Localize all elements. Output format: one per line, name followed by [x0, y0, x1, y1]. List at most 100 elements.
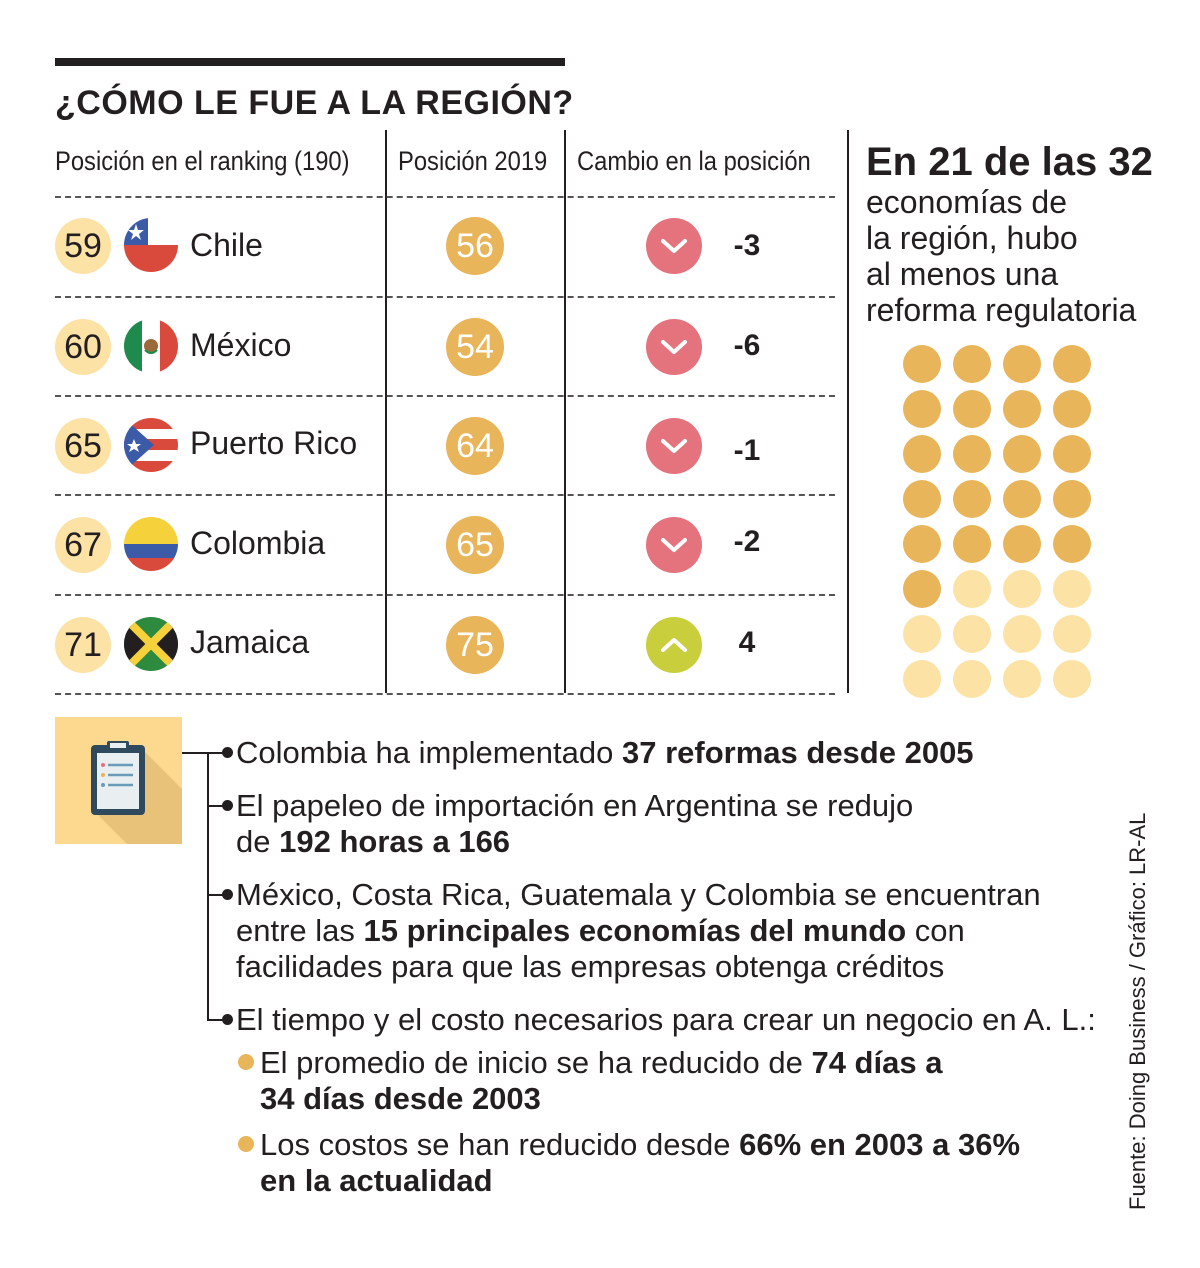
arrow-down-icon: [646, 218, 702, 274]
economy-dot-reformed: [953, 390, 991, 428]
bullet-text: El tiempo y el costo necesarios para cre…: [236, 1002, 1096, 1037]
economy-dot: [1053, 615, 1091, 653]
change-value: 4: [738, 626, 756, 659]
economy-dot-reformed: [1003, 480, 1041, 518]
bullet-text: con: [906, 913, 965, 948]
source-credit: Fuente: Doing Business / Gráfico: LR-AL: [1125, 812, 1150, 1210]
row-divider: [55, 196, 835, 198]
connector-line: [207, 805, 227, 807]
position-2019-badge: 65: [446, 516, 504, 574]
economy-dot-reformed: [1053, 435, 1091, 473]
economy-dot-reformed: [903, 345, 941, 383]
change-value: -3: [733, 229, 761, 262]
connector-line: [207, 752, 227, 754]
economy-dot: [1003, 615, 1041, 653]
economy-dot-reformed: [903, 480, 941, 518]
rank-badge: 71: [55, 617, 111, 673]
arrow-down-icon: [646, 517, 702, 573]
bullet-bold: 34 días desde 2003: [260, 1081, 541, 1116]
arrow-up-icon: [646, 617, 702, 673]
highlight-line: reforma regulatoria: [866, 292, 1137, 328]
economy-dot-reformed: [903, 435, 941, 473]
column-header-ranking: Posición en el ranking (190): [55, 146, 350, 176]
colombia-flag-icon: [124, 517, 178, 571]
economy-dot-reformed: [953, 525, 991, 563]
change-value: -6: [733, 329, 761, 362]
economy-dot-reformed: [953, 435, 991, 473]
arrow-down-icon: [646, 418, 702, 474]
bullet-text: México, Costa Rica, Guatemala y Colombia…: [236, 877, 1041, 912]
row-divider: [55, 693, 835, 695]
column-header-change: Cambio en la posición: [577, 146, 811, 176]
position-2019-badge: 75: [446, 616, 504, 674]
title-rule: [55, 58, 565, 66]
economy-dot: [1053, 660, 1091, 698]
bullet-dot: [222, 800, 233, 811]
connector-line: [207, 1019, 227, 1021]
row-divider: [55, 395, 835, 397]
arrow-down-icon: [646, 319, 702, 375]
rank-badge: 60: [55, 319, 111, 375]
table-row: 71 Jamaica 75 4: [0, 595, 840, 695]
bullet-text: facilidades para que las empresas obteng…: [236, 949, 945, 984]
economy-dot-reformed: [903, 390, 941, 428]
economy-dot: [953, 570, 991, 608]
bullet-item: El tiempo y el costo necesarios para cre…: [236, 1002, 1096, 1038]
position-2019-badge: 56: [446, 217, 504, 275]
column-divider: [847, 130, 849, 693]
economy-dot: [1053, 570, 1091, 608]
row-divider: [55, 296, 835, 298]
change-value: -1: [733, 434, 761, 467]
bullet-bold: 66% en 2003 a 36%: [739, 1127, 1021, 1162]
page-title: ¿CÓMO LE FUE A LA REGIÓN?: [55, 84, 574, 122]
economy-dot: [953, 615, 991, 653]
highlight-panel: En 21 de las 32 economías de la región, …: [866, 140, 1166, 328]
puerto-rico-flag-icon: [124, 418, 178, 472]
bullet-item: Colombia ha implementado 37 reformas des…: [236, 735, 974, 771]
connector-line: [207, 752, 209, 1020]
bullet-bold: 15 principales economías del mundo: [363, 913, 907, 948]
bullet-text: El papeleo de importación en Argentina s…: [236, 788, 914, 823]
connector-line: [182, 752, 208, 754]
bullet-text: El promedio de inicio se ha reducido de: [260, 1045, 812, 1080]
column-header-2019: Posición 2019: [398, 146, 548, 176]
rank-badge: 65: [55, 418, 111, 474]
economy-dot: [903, 615, 941, 653]
table-row: 60 México 54 -6: [0, 297, 840, 397]
bullet-dot: [222, 747, 233, 758]
economy-dot-reformed: [1003, 435, 1041, 473]
bullet-text: entre las: [236, 913, 364, 948]
highlight-line: la región, hubo: [866, 220, 1078, 256]
sub-bullet-dot: [238, 1054, 254, 1070]
economy-dot-reformed: [1053, 390, 1091, 428]
chile-flag-icon: [124, 218, 178, 272]
bullet-bold: 192 horas a 166: [279, 824, 511, 859]
economy-dot-reformed: [1003, 525, 1041, 563]
rank-badge: 67: [55, 517, 111, 573]
economy-dot: [903, 660, 941, 698]
clipboard-icon: [55, 717, 182, 844]
bullet-bold: 37 reformas desde 2005: [622, 735, 974, 770]
change-value: -2: [733, 525, 761, 558]
table-row: 67 Colombia 65 -2: [0, 495, 840, 595]
position-2019-badge: 64: [446, 417, 504, 475]
economy-dot: [953, 660, 991, 698]
economy-dot: [1003, 660, 1041, 698]
bullet-text: de: [236, 824, 280, 859]
economy-dot: [1003, 570, 1041, 608]
bullet-dot: [222, 1014, 233, 1025]
highlight-line: economías de: [866, 184, 1068, 220]
economy-dot-reformed: [903, 525, 941, 563]
economy-dot-reformed: [953, 480, 991, 518]
economy-dot-reformed: [1053, 345, 1091, 383]
sub-bullet-item: Los costos se han reducido desde 66% en …: [260, 1127, 1020, 1199]
row-divider: [55, 494, 835, 496]
country-name: Chile: [190, 227, 263, 263]
country-name: Colombia: [190, 525, 326, 561]
bullet-text: Los costos se han reducido desde: [260, 1127, 740, 1162]
highlight-heading: En 21 de las 32: [866, 140, 1153, 184]
sub-bullet-dot: [238, 1136, 254, 1152]
table-row: 65 Puerto Rico 64 -1: [0, 396, 840, 496]
table-row: 59 Chile 56 -3: [0, 197, 840, 297]
country-name: México: [190, 327, 292, 363]
